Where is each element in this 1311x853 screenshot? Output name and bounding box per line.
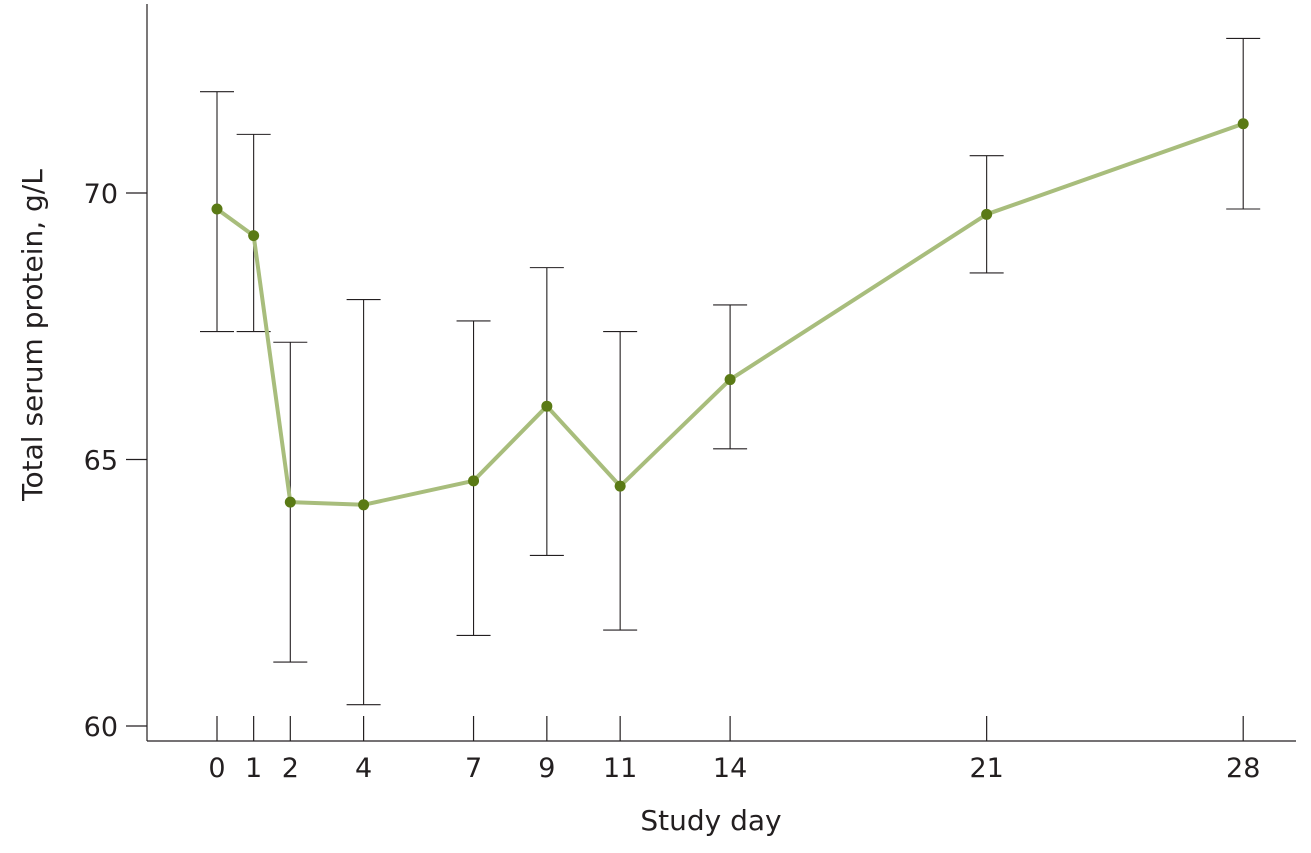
data-point bbox=[358, 499, 370, 511]
x-tick-label: 7 bbox=[465, 753, 482, 784]
data-point bbox=[981, 208, 993, 220]
x-tick-label: 28 bbox=[1226, 753, 1260, 784]
y-tick-label: 65 bbox=[84, 446, 118, 477]
data-point bbox=[724, 374, 736, 386]
data-point bbox=[468, 475, 480, 487]
series-line-group bbox=[215, 121, 1246, 507]
y-ticks: 60 65 70 bbox=[84, 179, 147, 743]
axes bbox=[146, 4, 1296, 742]
x-axis-title: Study day bbox=[640, 804, 781, 837]
y-tick-label: 60 bbox=[84, 712, 118, 743]
data-point bbox=[614, 480, 626, 492]
x-tick-label: 4 bbox=[355, 753, 372, 784]
data-points bbox=[211, 118, 1249, 511]
error-bars bbox=[200, 37, 1261, 706]
data-point bbox=[284, 496, 296, 508]
series-line bbox=[215, 121, 1246, 507]
x-ticks: 0 1 2 4 7 9 11 14 21 28 bbox=[208, 716, 1260, 784]
data-point bbox=[248, 230, 260, 242]
data-point bbox=[541, 400, 553, 412]
data-point bbox=[1237, 118, 1249, 130]
x-tick-label: 14 bbox=[713, 753, 747, 784]
x-tick-label: 11 bbox=[603, 753, 637, 784]
x-tick-label: 9 bbox=[538, 753, 555, 784]
y-tick-label: 70 bbox=[84, 179, 118, 210]
x-tick-label: 0 bbox=[208, 753, 225, 784]
x-tick-label: 2 bbox=[282, 753, 299, 784]
x-tick-label: 1 bbox=[245, 753, 262, 784]
x-tick-label: 21 bbox=[969, 753, 1003, 784]
data-point bbox=[211, 203, 223, 215]
y-axis-title: Total serum protein, g/L bbox=[16, 169, 49, 502]
